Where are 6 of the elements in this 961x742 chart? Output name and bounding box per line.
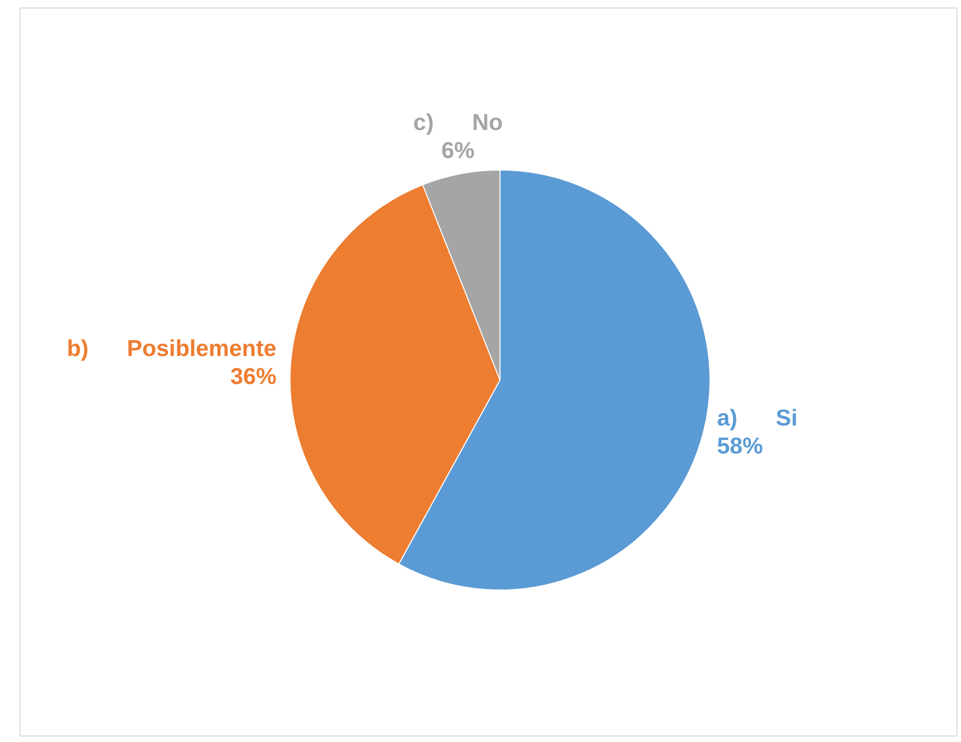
- slice-label: b) Posiblemente: [66, 334, 276, 361]
- slice-label: a) Si: [716, 404, 798, 431]
- data-label: 36%: [230, 362, 276, 389]
- slice-label: c) No: [413, 108, 503, 135]
- data-label: 6%: [441, 136, 475, 163]
- data-label: 58%: [716, 432, 764, 459]
